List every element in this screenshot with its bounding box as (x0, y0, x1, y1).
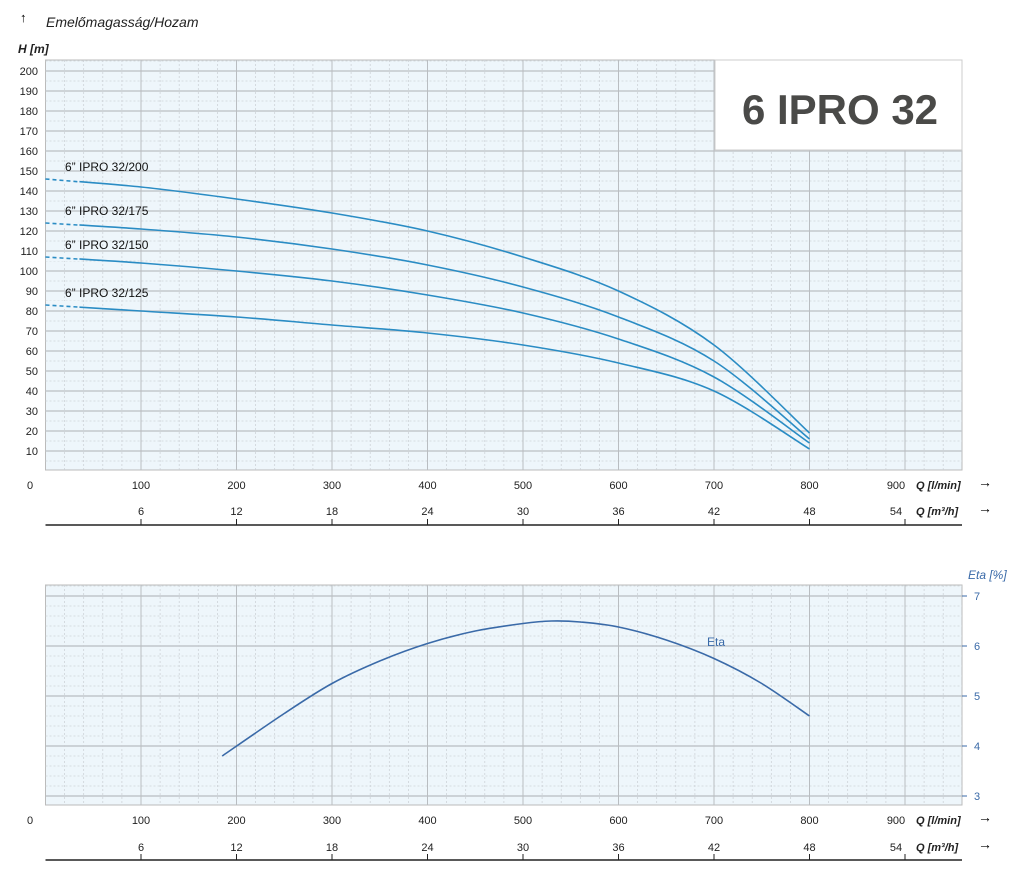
product-title: 6 IPRO 32 (742, 86, 938, 133)
x2-tick-label: 48 (803, 842, 815, 854)
x2-tick-label: 42 (708, 842, 720, 854)
head-curve (45, 304, 810, 450)
x2-tick-label: 42 (708, 506, 720, 518)
x2-tick-label: 24 (421, 506, 433, 518)
series-label: 6” IPRO 32/125 (65, 286, 149, 300)
arrow-right-icon: → (978, 474, 992, 490)
x2-tick-label: 54 (890, 842, 902, 854)
x-tick-label: 300 (323, 480, 341, 492)
y-axis-label: H [m] (18, 42, 50, 56)
x2-tick-label: 30 (517, 506, 529, 518)
x2-axis-label: Q [m³/h] (916, 842, 958, 854)
y-tick-label: 7 (974, 591, 980, 603)
x2-tick-label: 6 (138, 506, 144, 518)
x-tick-label: 800 (800, 815, 818, 827)
y-tick-label: 3 (974, 791, 980, 803)
chart-title: Emelőmagasság/Hozam (46, 14, 199, 30)
y-tick-label: 5 (974, 691, 980, 703)
x-tick-label: 0 (27, 480, 33, 492)
x-tick-label: 400 (418, 815, 436, 827)
head-curve-dashed (45, 222, 79, 226)
x2-axis-label: Q [m³/h] (916, 506, 958, 518)
x2-tick-label: 36 (612, 842, 624, 854)
x-tick-label: 200 (227, 480, 245, 492)
y-tick-label: 160 (20, 146, 38, 158)
x2-tick-label: 48 (803, 506, 815, 518)
dash-mask (46, 253, 80, 261)
y-tick-label: 130 (20, 206, 38, 218)
head-curve-dashed (45, 304, 79, 308)
dash-mask (46, 219, 80, 227)
head-curve (45, 256, 810, 444)
y-tick-label: 60 (26, 346, 38, 358)
y-tick-label: 40 (26, 386, 38, 398)
y-tick-label: 170 (20, 126, 38, 138)
head-curve-dashed (45, 178, 79, 183)
x-tick-label: 900 (887, 815, 905, 827)
head-curve (45, 178, 811, 434)
y-tick-label: 90 (26, 286, 38, 298)
x2-tick-label: 6 (138, 842, 144, 854)
x2-tick-label: 36 (612, 506, 624, 518)
x-tick-label: 700 (705, 480, 723, 492)
head-curve-dashed (45, 256, 79, 260)
y-tick-label: 150 (20, 166, 38, 178)
x2-tick-label: 24 (421, 842, 433, 854)
x-tick-label: 600 (609, 815, 627, 827)
series-label: 6” IPRO 32/175 (65, 204, 149, 218)
x-axis-label: Q [l/min] (916, 480, 961, 492)
y-tick-label: 100 (20, 266, 38, 278)
head-curve (45, 222, 811, 440)
x-tick-label: 600 (609, 480, 627, 492)
dash-mask (46, 301, 80, 309)
dash-mask (46, 175, 80, 183)
eta-axis-label: Eta [%] (968, 568, 1007, 582)
y-tick-label: 10 (26, 446, 38, 458)
x-tick-label: 900 (887, 480, 905, 492)
y-tick-label: 80 (26, 306, 38, 318)
y-tick-label: 110 (20, 246, 38, 258)
x2-tick-label: 18 (326, 506, 338, 518)
x-tick-label: 100 (132, 480, 150, 492)
y-tick-label: 180 (20, 106, 38, 118)
y-tick-label: 30 (26, 406, 38, 418)
series-label: Eta (707, 635, 725, 649)
y-tick-label: 120 (20, 226, 38, 238)
x-axis-label: Q [l/min] (916, 815, 961, 827)
series-label: 6” IPRO 32/200 (65, 160, 149, 174)
arrow-right-icon: → (978, 809, 992, 825)
x-tick-label: 500 (514, 480, 532, 492)
y-tick-label: 70 (26, 326, 38, 338)
y-tick-label: 50 (26, 366, 38, 378)
x-tick-label: 300 (323, 815, 341, 827)
arrow-right-icon: → (978, 836, 992, 852)
y-tick-label: 4 (974, 741, 980, 753)
arrow-right-icon: → (978, 500, 992, 516)
x-tick-label: 0 (27, 815, 33, 827)
series-label: 6” IPRO 32/150 (65, 238, 149, 252)
x-tick-label: 100 (132, 815, 150, 827)
title-box (714, 59, 963, 151)
y-tick-label: 140 (20, 186, 38, 198)
x-tick-label: 500 (514, 815, 532, 827)
x2-tick-label: 18 (326, 842, 338, 854)
y-tick-label: 200 (20, 66, 38, 78)
arrow-up-icon: ↑ (20, 10, 27, 25)
y-tick-label: 20 (26, 426, 38, 438)
x-tick-label: 400 (418, 480, 436, 492)
x2-tick-label: 30 (517, 842, 529, 854)
x2-tick-label: 12 (230, 842, 242, 854)
eta-curve (221, 620, 810, 757)
x2-tick-label: 12 (230, 506, 242, 518)
x-tick-label: 700 (705, 815, 723, 827)
x2-tick-label: 54 (890, 506, 902, 518)
y-tick-label: 6 (974, 641, 980, 653)
x-tick-label: 200 (227, 815, 245, 827)
y-tick-label: 190 (20, 86, 38, 98)
x-tick-label: 800 (800, 480, 818, 492)
